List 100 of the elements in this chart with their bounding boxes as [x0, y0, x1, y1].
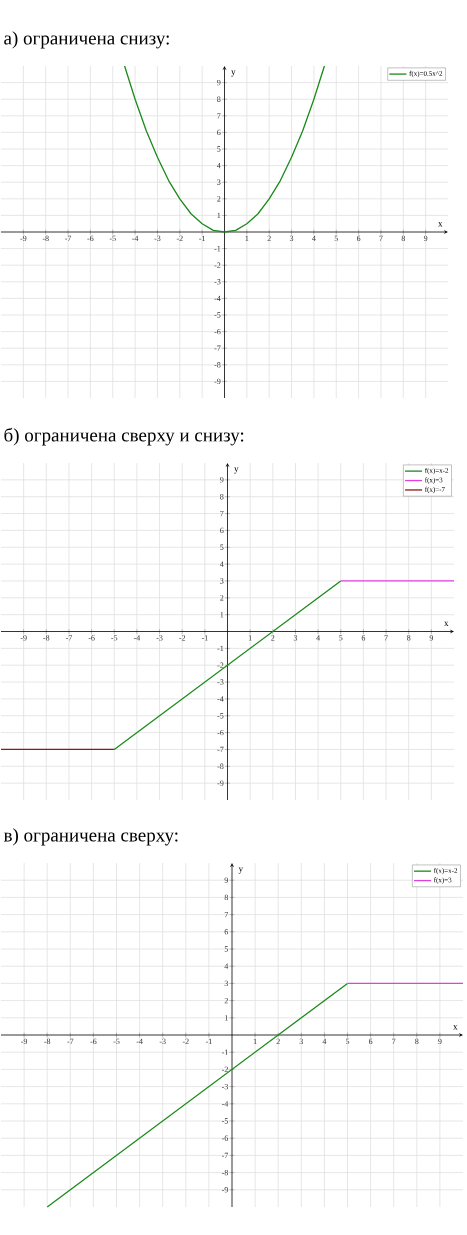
x-tick-label: -6	[87, 235, 94, 242]
y-tick-label: -8	[221, 1169, 228, 1176]
y-tick-label: -1	[214, 245, 221, 252]
x-tick-label: 7	[379, 235, 383, 241]
y-tick-label: -6	[221, 1135, 229, 1141]
x-tick-label: -7	[67, 1038, 74, 1044]
x-tick-label: 6	[356, 235, 361, 242]
y-axis-title: y	[231, 70, 236, 77]
x-tick-label: -3	[159, 1038, 166, 1045]
y-tick-label: -5	[217, 713, 224, 719]
x-tick-label: -8	[44, 1038, 51, 1045]
x-tick-label: -1	[201, 635, 208, 641]
y-tick-label: 8	[217, 96, 221, 102]
x-tick-label: -4	[136, 1038, 143, 1044]
x-axis-title: x	[453, 1025, 458, 1030]
y-tick-label: 2	[217, 196, 221, 202]
x-tick-label: -7	[65, 235, 72, 241]
y-tick-label: -7	[217, 746, 224, 753]
y-axis-title: y	[238, 867, 244, 874]
chart-title: б) ограничена сверху и снизу:	[4, 427, 244, 446]
x-tick-label: 4	[312, 235, 316, 241]
y-tick-label: -6	[214, 328, 221, 335]
y-tick-label: 2	[224, 997, 228, 1004]
y-tick-label: 1	[225, 1015, 228, 1021]
y-tick-label: -7	[221, 1152, 229, 1159]
x-tick-label: 1	[245, 235, 249, 241]
y-tick-label: 3	[217, 179, 221, 185]
y-tick-label: -3	[214, 279, 221, 285]
x-tick-label: -4	[133, 635, 141, 641]
y-tick-label: -5	[214, 312, 221, 318]
x-tick-label: 9	[429, 635, 434, 641]
y-tick-label: 4	[216, 162, 221, 169]
x-tick-label: -5	[109, 235, 116, 242]
y-tick-label: -9	[221, 1187, 228, 1193]
x-tick-label: -9	[20, 635, 27, 641]
y-tick-label: -7	[214, 345, 221, 351]
x-tick-label: -5	[111, 635, 118, 641]
x-tick-label: 8	[415, 1038, 419, 1045]
x-tick-label: -9	[20, 235, 27, 242]
y-tick-label: 7	[224, 911, 229, 918]
y-tick-label: 3	[220, 578, 224, 584]
y-tick-label: -8	[214, 362, 221, 368]
x-tick-label: -4	[132, 235, 139, 241]
x-tick-label: -2	[179, 635, 186, 641]
x-tick-label: 3	[289, 235, 294, 242]
y-tick-label: 6	[217, 129, 221, 136]
x-tick-label: -5	[113, 1038, 120, 1045]
x-axis-title: x	[438, 222, 443, 227]
y-tick-label: -4	[217, 696, 224, 702]
y-tick-label: -9	[214, 378, 221, 385]
y-tick-label: 1	[220, 612, 224, 618]
x-tick-label: -7	[65, 635, 73, 641]
y-tick-label: -9	[217, 780, 224, 786]
line-series	[123, 65, 326, 233]
x-tick-label: 7	[384, 635, 388, 641]
y-tick-label: 5	[217, 146, 221, 152]
x-tick-label: 4	[316, 635, 320, 641]
y-tick-label: 9	[220, 477, 224, 483]
y-tick-label: 5	[220, 544, 224, 550]
x-tick-label: 5	[345, 1038, 350, 1045]
x-axis-title: x	[444, 621, 449, 626]
x-tick-label: 9	[423, 235, 428, 242]
y-tick-label: 6	[220, 527, 224, 534]
x-tick-label: 7	[392, 1038, 396, 1044]
x-tick-label: 8	[407, 635, 411, 641]
y-tick-label: -8	[217, 763, 224, 770]
y-tick-label: 9	[217, 79, 221, 86]
y-axis-title: y	[234, 467, 239, 474]
x-tick-label: 2	[276, 1038, 280, 1045]
y-tick-label: -5	[221, 1118, 228, 1124]
x-tick-label: 1	[248, 635, 252, 641]
x-tick-label: 4	[322, 1038, 327, 1044]
x-tick-label: -2	[182, 1038, 189, 1045]
x-tick-label: 5	[334, 235, 338, 242]
y-tick-label: -2	[221, 1066, 228, 1073]
x-tick-label: -3	[156, 635, 163, 641]
x-tick-label: 2	[271, 635, 275, 641]
y-tick-label: -2	[217, 662, 224, 668]
x-tick-label: 6	[368, 1038, 373, 1045]
y-tick-label: 9	[224, 877, 228, 883]
x-tick-label: -8	[43, 635, 50, 641]
y-tick-label: 8	[220, 494, 224, 500]
y-tick-label: 4	[224, 963, 229, 969]
y-tick-label: 7	[217, 113, 221, 119]
y-tick-label: -2	[214, 262, 221, 268]
chart-title: в) ограничена сверху:	[3, 828, 178, 846]
y-tick-label: -3	[217, 679, 224, 685]
x-tick-label: -6	[88, 635, 95, 641]
x-tick-label: 9	[438, 1038, 442, 1045]
x-tick-label: -9	[21, 1038, 28, 1045]
y-tick-label: -1	[221, 1049, 228, 1055]
x-tick-label: 3	[293, 635, 298, 641]
y-tick-label: 8	[224, 894, 228, 901]
x-tick-label: -3	[154, 235, 161, 242]
x-tick-label: 3	[299, 1038, 303, 1045]
y-tick-label: -3	[221, 1083, 228, 1090]
x-tick-label: 8	[401, 235, 405, 242]
x-tick-label: -1	[199, 235, 205, 241]
y-tick-label: -4	[221, 1101, 229, 1107]
x-tick-label: -6	[90, 1038, 97, 1045]
